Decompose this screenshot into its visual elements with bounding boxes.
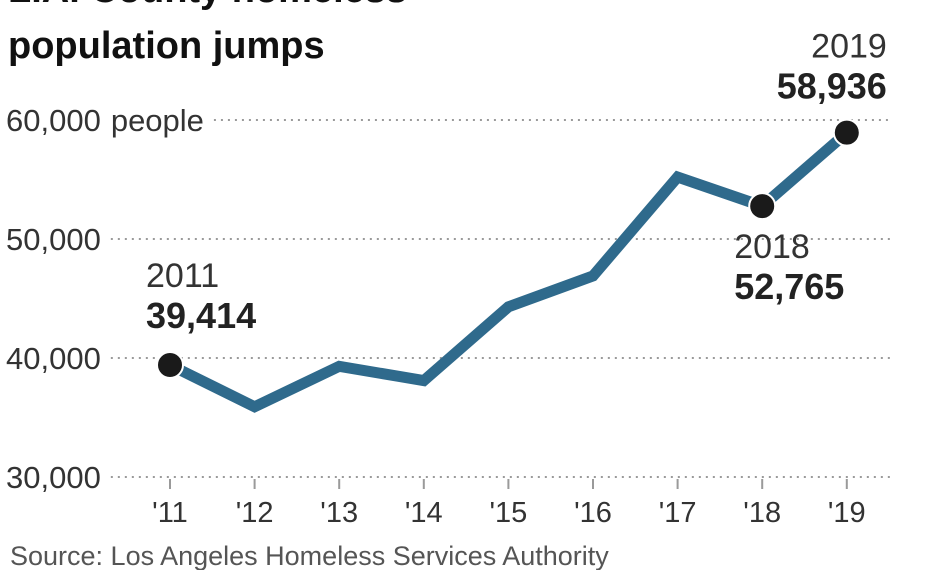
data-point-17 [677, 176, 679, 178]
x-axis-tick-labels: '11 '12 '13 '14 '15 '16 '17 '18 '19 [152, 479, 866, 529]
annotation-year-2018: 2018 [734, 228, 810, 266]
data-point-14 [423, 380, 425, 382]
gridlines [110, 119, 890, 478]
y-tick-label: 40,000 [6, 341, 101, 376]
x-tick-label: '16 [574, 497, 612, 529]
y-tick-label: 50,000 [6, 222, 101, 257]
highlight-marker-2019 [832, 118, 861, 147]
data-point-12 [254, 406, 256, 408]
data-point-16 [592, 275, 594, 277]
y-axis-tick-labels: 60,000 people 50,000 40,000 30,000 [6, 103, 204, 495]
x-tick-label: '19 [828, 497, 866, 529]
annotation-value-2019: 58,936 [777, 66, 887, 107]
annotation-value-2018: 52,765 [734, 266, 844, 307]
annotation-year-2019: 2019 [811, 28, 887, 66]
source-note: Source: Los Angeles Homeless Services Au… [10, 541, 609, 570]
x-tick-label: '12 [236, 497, 274, 529]
y-tick-label: 30,000 [6, 460, 101, 495]
chart-title-line-2: population jumps [8, 25, 325, 67]
x-tick-label: '13 [320, 497, 358, 529]
highlight-marker-2018 [748, 192, 777, 221]
annotated-points [156, 118, 861, 379]
data-point-13 [338, 365, 340, 367]
y-axis-unit-label: people [111, 103, 204, 138]
x-tick-label: '15 [490, 497, 528, 529]
x-tick-label: '14 [405, 497, 443, 529]
data-point-15 [507, 306, 509, 308]
annotation-value-2011: 39,414 [146, 295, 256, 336]
annotation-year-2011: 2011 [146, 257, 219, 295]
chart-title-line-1: L.A. County homeless [8, 0, 407, 11]
chart-title: L.A. County homeless population jumps [8, 0, 407, 67]
x-tick-label: '18 [743, 497, 781, 529]
y-tick-label: 60,000 [6, 103, 101, 138]
highlight-marker-2011 [156, 350, 184, 379]
x-tick-label: '17 [659, 497, 697, 529]
x-tick-label: '11 [152, 497, 188, 529]
